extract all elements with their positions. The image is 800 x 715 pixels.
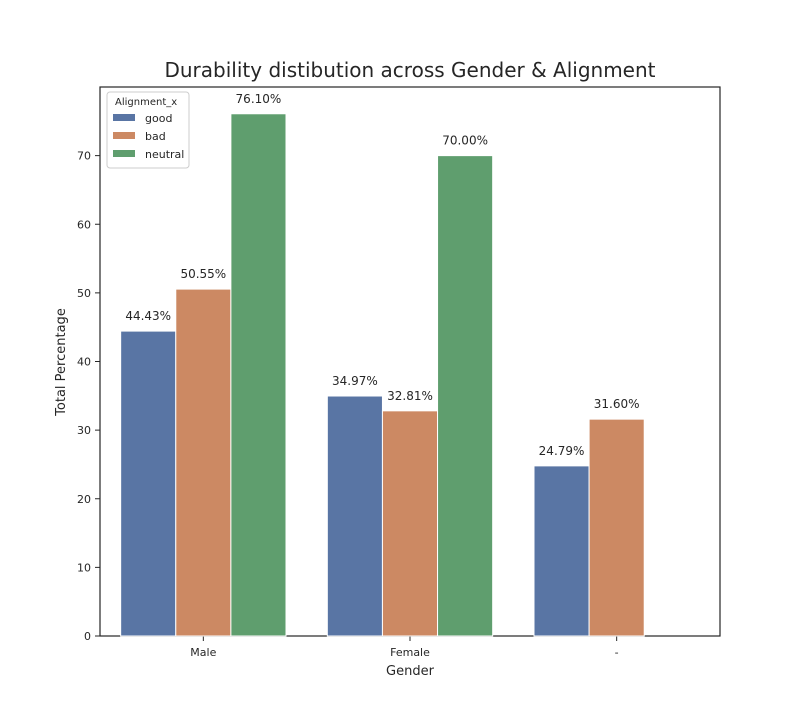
legend-swatch-good: [113, 114, 135, 121]
legend: Alignment_x good bad neutral: [106, 91, 190, 169]
legend-box: [106, 91, 190, 169]
data-label: 50.55%: [180, 267, 226, 281]
legend-label-neutral: neutral: [145, 148, 184, 161]
y-tick-label: 20: [77, 493, 91, 506]
y-tick-label: 30: [77, 424, 91, 437]
chart-title: Durability distibution across Gender & A…: [164, 58, 655, 82]
y-axis-label: Total Percentage: [54, 308, 69, 417]
legend-label-good: good: [145, 112, 172, 125]
legend-swatch-bad: [113, 132, 135, 139]
data-label: 70.00%: [442, 134, 488, 148]
y-tick-label: 40: [77, 356, 91, 369]
bar-good: [120, 330, 177, 637]
y-tick-label: 10: [77, 561, 91, 574]
y-tick-label: 0: [84, 630, 91, 643]
y-tick-label: 70: [77, 150, 91, 163]
legend-swatch-neutral: [113, 150, 135, 157]
bar-bad: [588, 418, 645, 637]
bar-bad: [381, 410, 439, 637]
bar-good: [326, 395, 383, 637]
plot-area: 0 10 20 30 40 50 60 70 Male 44.43% 50.55% 76.10% Fem…: [77, 86, 721, 659]
data-label: 32.81%: [387, 389, 433, 403]
x-tick-label: Female: [390, 646, 430, 659]
bar-neutral: [437, 155, 494, 637]
data-label: 34.97%: [332, 374, 378, 388]
data-label: 44.43%: [125, 309, 171, 323]
x-tick-label: Male: [190, 646, 216, 659]
data-label: 31.60%: [594, 397, 640, 411]
bar-bad: [175, 288, 232, 637]
y-tick-label: 50: [77, 287, 91, 300]
data-label: 76.10%: [236, 92, 282, 106]
bar-good: [533, 465, 590, 637]
y-tick-label: 60: [77, 218, 91, 231]
legend-title: Alignment_x: [115, 97, 177, 108]
x-tick-label: -: [615, 646, 619, 659]
bar-neutral: [230, 113, 287, 637]
legend-label-bad: bad: [145, 130, 166, 143]
data-label: 24.79%: [539, 444, 585, 458]
x-axis-label: Gender: [386, 664, 435, 679]
